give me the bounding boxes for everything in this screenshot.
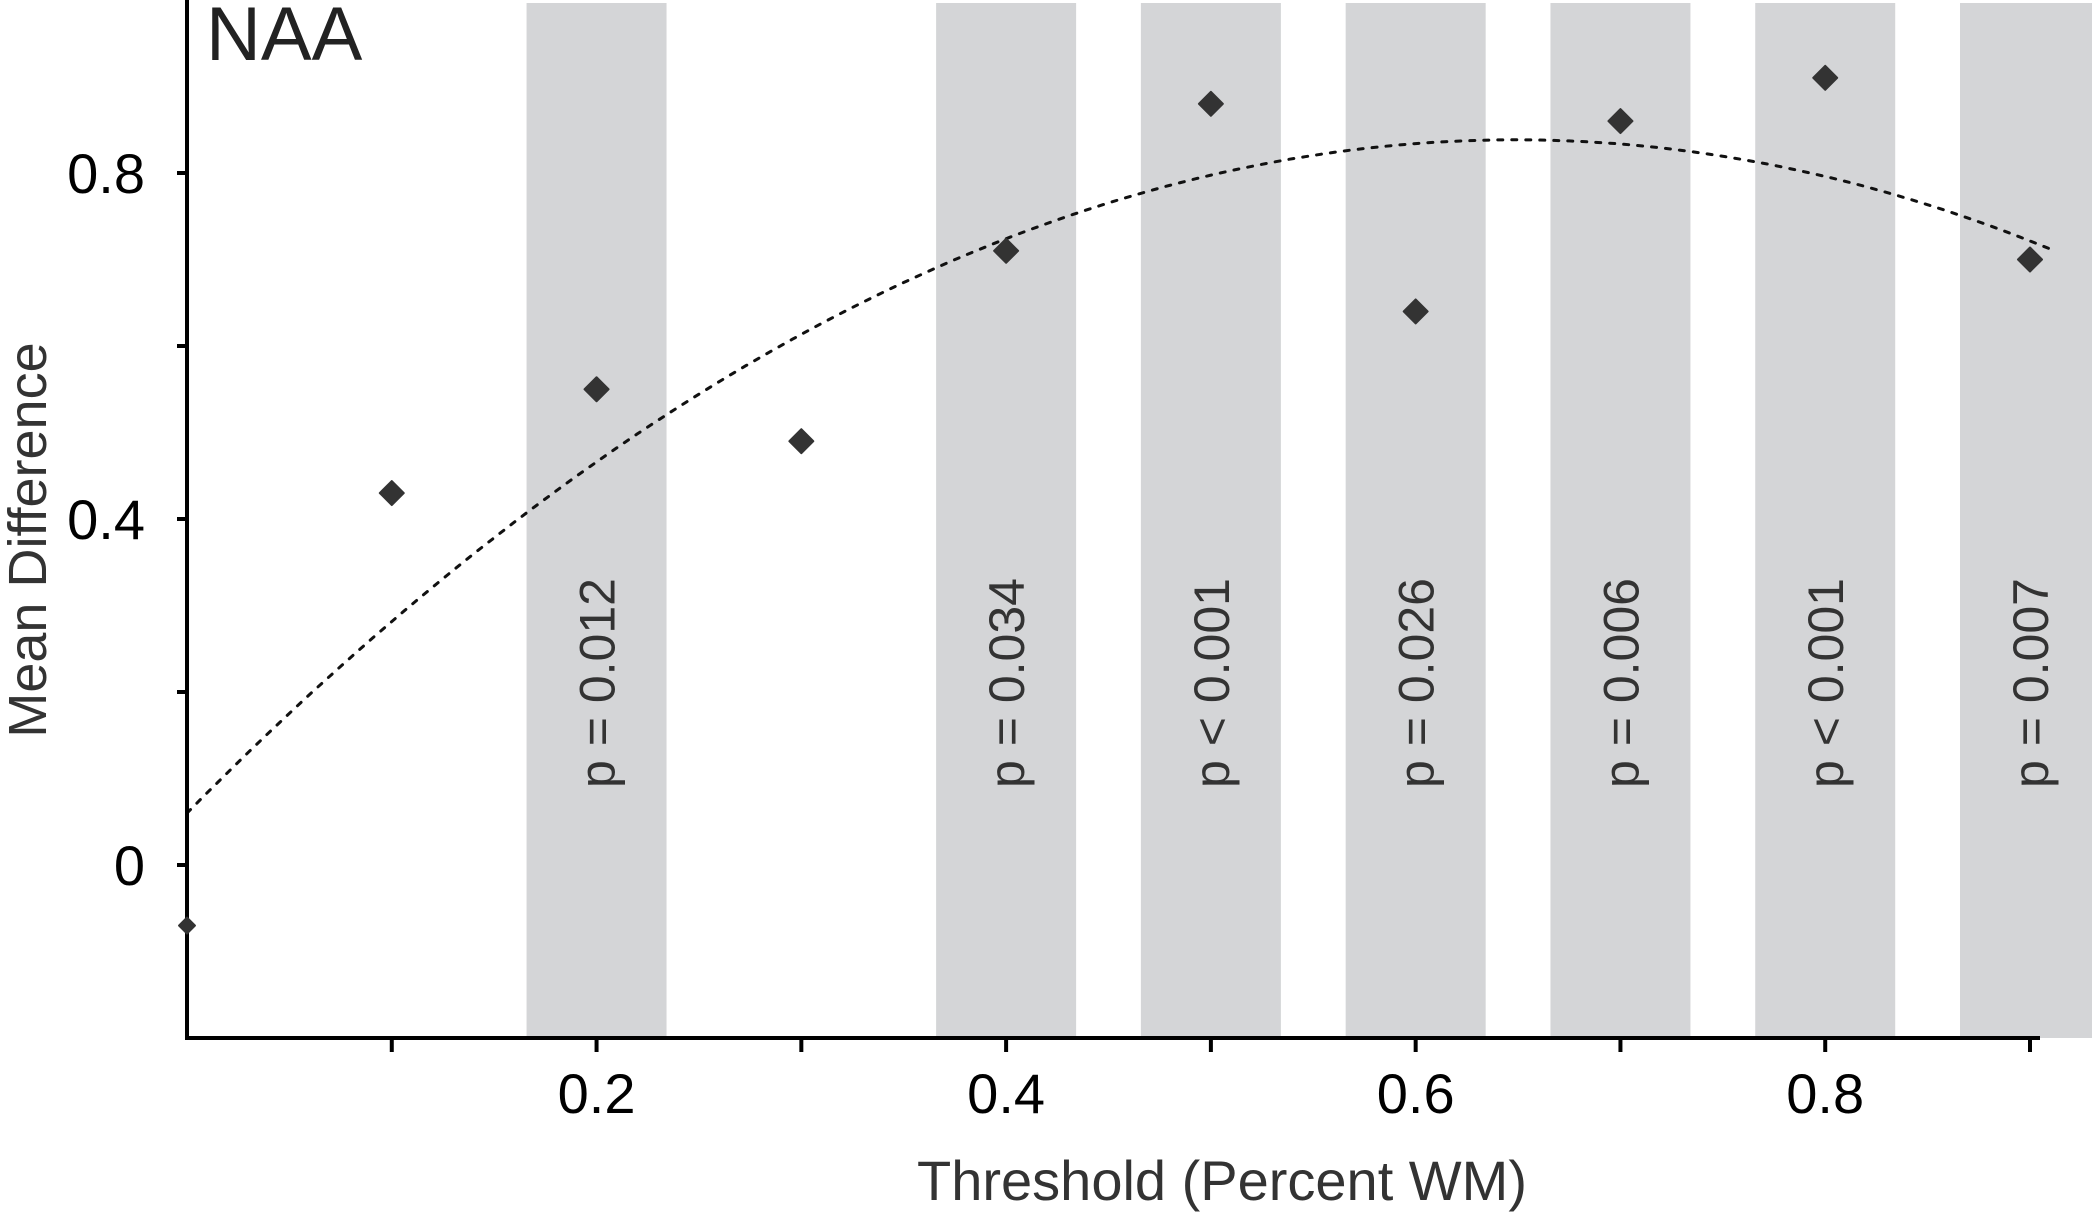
axes: 0.2 0.4 0.6 0.8 0 0.4 0.8 (67, 0, 2040, 1125)
significance-band (1345, 3, 1486, 1038)
x-tick-label: 0.4 (967, 1062, 1045, 1125)
data-points (178, 64, 2043, 935)
y-tick-label: 0.4 (67, 488, 145, 551)
p-value-label: p < 0.001 (1184, 578, 1240, 788)
p-value-label: p = 0.007 (2003, 578, 2059, 788)
y-tick-label: 0 (114, 834, 145, 897)
significance-bands: p = 0.012 p = 0.034 p < 0.001 p = 0.026 p = … (526, 3, 2092, 1038)
x-axis-title: Threshold (Percent WM) (917, 1149, 1527, 1212)
data-point (2017, 246, 2043, 273)
p-value-label: p = 0.026 (1389, 578, 1445, 788)
data-point (1197, 90, 1224, 117)
significance-band (936, 3, 1077, 1038)
trend-line-layer (185, 138, 2052, 815)
significance-band (526, 3, 667, 1038)
data-point (378, 480, 405, 507)
data-point (178, 916, 196, 935)
data-point (1812, 64, 1839, 91)
p-value-label: p = 0.006 (1593, 578, 1649, 788)
data-point (1402, 298, 1429, 325)
p-value-label: p < 0.001 (1798, 578, 1854, 788)
p-value-label: p = 0.012 (570, 578, 626, 788)
significance-band (1960, 3, 2092, 1038)
significance-band (1140, 3, 1281, 1038)
x-tick-label: 0.8 (1786, 1062, 1864, 1125)
data-point (1607, 108, 1634, 135)
panel-title: NAA (206, 0, 363, 77)
chart-text: NAA Threshold (Percent WM) Mean Differen… (0, 0, 1527, 1212)
p-value-label: p = 0.034 (979, 578, 1035, 788)
y-tick-label: 0.8 (67, 142, 145, 205)
x-tick-label: 0.6 (1377, 1062, 1455, 1125)
significance-band (1550, 3, 1691, 1038)
trend-line (185, 138, 2052, 815)
data-point (993, 237, 1020, 264)
significance-band (1755, 3, 1896, 1038)
y-axis-title: Mean Difference (0, 342, 58, 737)
x-tick-label: 0.2 (558, 1062, 636, 1125)
data-point (583, 376, 610, 403)
data-point (788, 428, 815, 455)
